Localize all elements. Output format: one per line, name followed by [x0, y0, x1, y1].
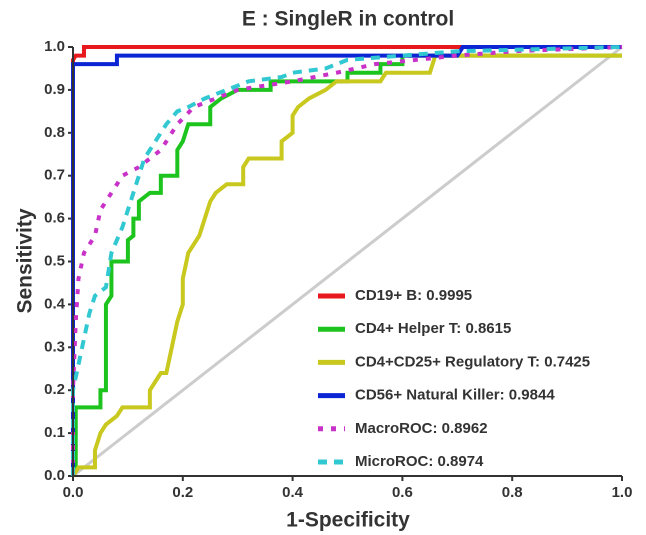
legend-label: CD4+ Helper T: 0.8615 [355, 320, 511, 337]
x-axis-label: 1-Specificity [286, 509, 410, 532]
roc-curve [71, 45, 623, 476]
x-tick-label: 0.6 [392, 484, 413, 501]
y-tick-label: 0.1 [44, 424, 65, 441]
y-axis-label: Sensitivity [14, 208, 37, 313]
legend-label: CD4+CD25+ Regulatory T: 0.7425 [355, 353, 590, 370]
x-tick-label: 0.4 [282, 484, 304, 501]
x-tick-label: 1.0 [612, 484, 633, 501]
y-tick-label: 0.9 [44, 81, 65, 98]
reference-line [72, 45, 623, 478]
chart-title: E : SingleR in control [242, 8, 454, 31]
x-tick-label: 0.2 [172, 484, 193, 501]
y-tick-label: 0.8 [44, 124, 65, 141]
legend-label: CD19+ B: 0.9995 [355, 287, 472, 304]
y-tick-label: 1.0 [44, 38, 65, 55]
legend-label: CD56+ Natural Killer: 0.9844 [355, 387, 555, 404]
y-tick-label: 0.3 [44, 338, 65, 355]
x-tick-label: 0.8 [502, 484, 523, 501]
y-tick-label: 0.5 [44, 252, 65, 269]
roc-curve [71, 45, 623, 476]
legend-label: MacroROC: 0.8962 [355, 420, 488, 437]
y-tick-label: 0.4 [44, 295, 66, 312]
roc-curve [71, 53, 622, 478]
y-tick-label: 0.6 [44, 210, 65, 227]
y-tick-label: 0.0 [44, 467, 65, 484]
x-tick-label: 0.0 [63, 484, 84, 501]
legend-label: MicroROC: 0.8974 [355, 453, 484, 470]
y-tick-label: 0.7 [44, 167, 65, 184]
y-tick-label: 0.2 [44, 381, 65, 398]
